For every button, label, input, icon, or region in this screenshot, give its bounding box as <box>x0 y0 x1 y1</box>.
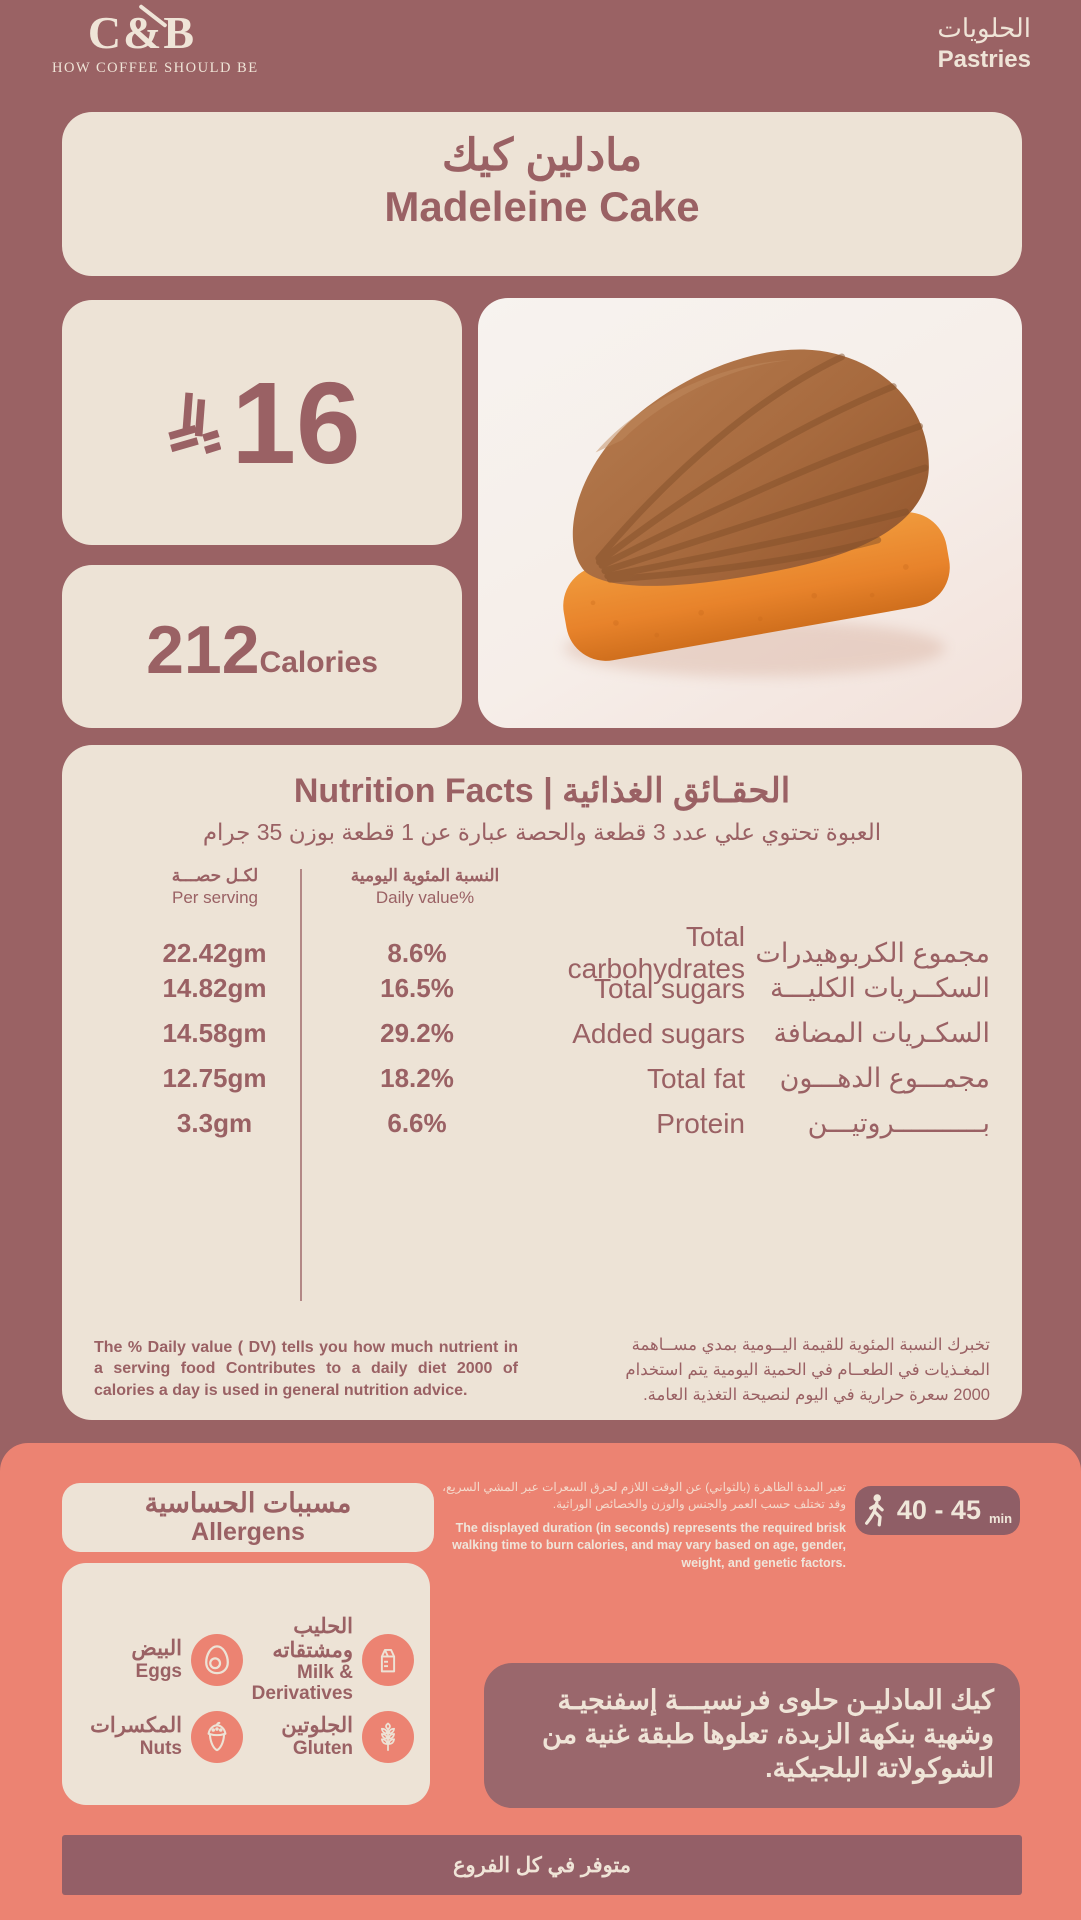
column-header-daily-value-ar: النسبة المئوية اليومية <box>350 866 500 885</box>
allergens-title-en: Allergens <box>191 1517 305 1546</box>
table-row-total-sugars: 14.82gm 16.5% Total sugars السكــريات ال… <box>62 966 1022 1011</box>
allergen-label-ar: المكسرات <box>90 1714 182 1738</box>
label-ar-cell: السكــريات الكليـــة <box>769 973 990 1003</box>
walking-duration-value: 40 - 45 <box>896 1495 981 1525</box>
allergen-item-gluten: الجلوتين Gluten <box>249 1710 414 1763</box>
price-card: 16 <box>62 300 462 545</box>
nutrition-table: 22.42gm 8.6% Total carbohydrates مجموع ا… <box>62 921 1022 1146</box>
label-ar-cell: مجمـــوع الدهـــون <box>779 1063 990 1093</box>
calories-card: 212 Calories <box>62 565 462 728</box>
allergen-label-ar: الحليب ومشتقاته <box>272 1615 353 1662</box>
table-row-added-sugars: 14.58gm 29.2% Added sugars السكـريات الم… <box>62 1011 1022 1056</box>
column-header-daily-value: النسبة المئوية اليومية Daily value% <box>340 865 510 909</box>
amount-cell: 12.75gm <box>162 1063 267 1093</box>
column-header-daily-value-en: Daily value% <box>375 888 475 908</box>
milk-carton-icon <box>362 1633 414 1686</box>
label-ar-cell: مجموع الكربوهيدرات <box>755 937 990 968</box>
label-en-cell: Total carbohydrates <box>567 921 745 984</box>
category-label: الحلويات Pastries <box>937 12 1031 75</box>
daily-value-cell: 8.6% <box>387 937 447 968</box>
daily-value-footnote-ar: تخبرك النسبة المئوية للقيمة اليــومية بم… <box>625 1336 990 1404</box>
nutrition-title: Nutrition Facts | الحقـائق الغذائية <box>62 771 1022 811</box>
nutrition-title-separator: | <box>543 772 553 810</box>
product-name-ar: مادلين كيك <box>441 131 643 180</box>
daily-value-cell: 16.5% <box>380 973 454 1003</box>
allergens-title-ar: مسببات الحساسية <box>144 1487 352 1518</box>
walking-note-ar: تعبر المدة الظاهرة (بالثواني) عن الوقت ا… <box>442 1480 846 1512</box>
calories-value: 212 <box>146 612 260 689</box>
label-ar-cell: السكـريات المضافة <box>773 1018 990 1048</box>
price-value: 16 <box>231 357 361 488</box>
allergen-label-ar: البيض <box>131 1637 182 1661</box>
acorn-icon <box>191 1710 243 1763</box>
brand-tagline: HOW COFFEE SHOULD BE <box>52 60 259 76</box>
brand-logo: C&B HOW COFFEE SHOULD BE <box>52 3 259 77</box>
daily-value-cell: 6.6% <box>387 1108 447 1138</box>
table-row-total-fat: 12.75gm 18.2% Total fat مجمـــوع الدهـــ… <box>62 1056 1022 1101</box>
walking-person-icon <box>864 1493 884 1526</box>
table-row-protein: 3.3gm 6.6% Protein بـــــــــــروتيـــن <box>62 1101 1022 1146</box>
column-divider <box>300 869 302 1301</box>
walking-duration-notes: تعبر المدة الظاهرة (بالثواني) عن الوقت ا… <box>440 1479 846 1572</box>
category-label-en: Pastries <box>937 45 1031 73</box>
brand-logo-text: C&B <box>52 3 232 58</box>
product-description-card: كيك المادليـن حلوى فرنسيـــة إسفنجيـة وش… <box>484 1663 1020 1808</box>
bottom-section: مسببات الحساسية Allergens تعبر المدة الظ… <box>0 1443 1081 1920</box>
calories-label: Calories <box>259 646 378 679</box>
nutrition-subtitle: العبوة تحتوي علي عدد 3 قطعة والحصة عبارة… <box>202 819 882 845</box>
category-label-ar: الحلويات <box>937 13 1031 43</box>
label-en-cell: Added sugars <box>572 1017 745 1049</box>
allergen-label-en: Gluten <box>292 1737 353 1759</box>
daily-value-cell: 18.2% <box>380 1063 454 1093</box>
column-header-per-serving-en: Per serving <box>172 888 258 908</box>
product-name-en: Madeleine Cake <box>384 183 700 230</box>
nutrition-facts-card: Nutrition Facts | الحقـائق الغذائية العب… <box>62 745 1022 1420</box>
walking-note-en: The displayed duration (in seconds) repr… <box>452 1520 846 1570</box>
amount-cell: 14.58gm <box>162 1018 267 1048</box>
allergen-label-en: Nuts <box>139 1737 182 1759</box>
availability-banner: متوفر في كل الفروع <box>62 1835 1022 1895</box>
allergen-item-milk: الحليب ومشتقاته Milk & Derivatives <box>249 1615 414 1705</box>
product-photo-madeleine <box>478 298 1022 728</box>
allergen-label-ar: الجلوتين <box>281 1714 353 1738</box>
allergens-title-card: مسببات الحساسية Allergens <box>62 1483 434 1552</box>
allergen-item-eggs: البيض Eggs <box>78 1615 243 1705</box>
walking-time-badge: 40 - 45 min <box>855 1486 1020 1535</box>
label-en-cell: Total sugars <box>594 972 745 1004</box>
saudi-riyal-currency-icon <box>168 392 222 454</box>
amount-cell: 3.3gm <box>176 1108 253 1138</box>
label-en-cell: Total fat <box>646 1062 745 1094</box>
allergen-item-nuts: المكسرات Nuts <box>78 1710 243 1763</box>
madeleine-cake-illustration <box>563 349 950 677</box>
label-en-cell: Protein <box>656 1107 745 1139</box>
wheat-icon <box>362 1710 414 1763</box>
allergen-label-en: Eggs <box>135 1660 182 1682</box>
daily-value-footnote-en: The % Daily value ( DV) tells you how mu… <box>94 1339 518 1399</box>
column-header-per-serving: لكـل حصـــة Per serving <box>135 865 295 909</box>
allergens-card: البيض Eggs الحليب ومشتقاته Milk & Deriva… <box>62 1563 430 1805</box>
nutrition-title-en: Nutrition Facts <box>293 772 534 810</box>
brand-logo-title: C&B <box>87 7 197 58</box>
column-header-per-serving-ar: لكـل حصـــة <box>171 866 259 885</box>
allergen-label-en: Milk & Derivatives <box>251 1662 353 1705</box>
product-title-card: مادلين كيك Madeleine Cake <box>62 112 1022 276</box>
egg-icon <box>191 1633 243 1686</box>
nutrition-title-ar: الحقـائق الغذائية <box>562 772 791 810</box>
label-ar-cell: بـــــــــــروتيـــن <box>807 1108 990 1138</box>
walking-duration-unit: min <box>988 1511 1013 1526</box>
amount-cell: 14.82gm <box>162 973 267 1003</box>
amount-cell: 22.42gm <box>162 937 267 968</box>
table-row-total-carbohydrates: 22.42gm 8.6% Total carbohydrates مجموع ا… <box>62 921 1022 984</box>
daily-value-cell: 29.2% <box>380 1018 454 1048</box>
